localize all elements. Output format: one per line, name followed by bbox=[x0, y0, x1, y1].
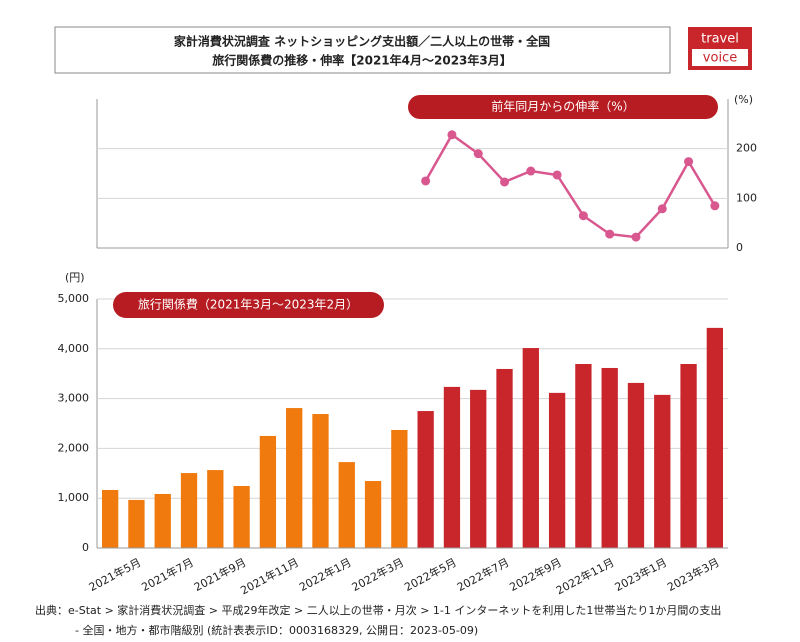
x-tick-label: 2022年11月 bbox=[553, 555, 616, 597]
point bbox=[631, 232, 641, 242]
y-tick-label: 0 bbox=[736, 241, 743, 254]
bar bbox=[470, 389, 487, 548]
source: 出典：e-Stat > 家計消費状況調査 > 平成29年改定 > 二人以上の世帯… bbox=[35, 603, 721, 617]
bar bbox=[706, 327, 724, 548]
point bbox=[578, 211, 588, 221]
x-tick-label: 2021年11月 bbox=[238, 555, 301, 597]
y-tick-label: 100 bbox=[736, 191, 757, 204]
point bbox=[526, 166, 536, 176]
x-tick-label: 2022年3月 bbox=[349, 555, 406, 594]
x-tick-label: 2022年7月 bbox=[454, 555, 511, 594]
bar bbox=[180, 473, 198, 548]
x-tick-label: 2021年7月 bbox=[139, 555, 196, 594]
y-tick-label: 200 bbox=[736, 142, 757, 155]
x-tick-label: 2023年1月 bbox=[612, 555, 669, 594]
source: - 全国・地方・都市階級別 (統計表表示ID：0003168329, 公開日：2… bbox=[75, 623, 478, 637]
y-tick-label: 5,000 bbox=[58, 292, 90, 305]
bar bbox=[443, 386, 461, 548]
y-tick-label: 1,000 bbox=[58, 491, 90, 504]
bar bbox=[417, 411, 434, 548]
bar bbox=[259, 435, 277, 548]
x-tick-label: 2023年3月 bbox=[665, 555, 722, 594]
point bbox=[447, 130, 457, 140]
bar bbox=[312, 414, 329, 548]
bar bbox=[128, 499, 145, 548]
bar bbox=[575, 363, 592, 548]
x-tick-label: 2021年5月 bbox=[86, 555, 143, 594]
bar bbox=[548, 392, 566, 548]
y-axis-unit: (%) bbox=[734, 93, 753, 106]
point bbox=[684, 157, 694, 167]
bar bbox=[154, 493, 171, 548]
point bbox=[657, 204, 667, 214]
logo-text: voice bbox=[703, 51, 737, 66]
title-line: 家計消費状況調査 ネットショッピング支出額／二人以上の世帯・全国 bbox=[174, 34, 550, 49]
y-tick-label: 2,000 bbox=[58, 441, 90, 454]
point bbox=[552, 170, 562, 180]
bar bbox=[207, 470, 224, 548]
bar bbox=[101, 489, 119, 548]
line bbox=[424, 132, 716, 239]
point bbox=[605, 229, 615, 239]
bar bbox=[654, 394, 671, 548]
point bbox=[473, 149, 483, 159]
chart-title: 旅行関係費（2021年3月～2023年2月） bbox=[138, 297, 358, 312]
bar bbox=[601, 367, 618, 548]
bar bbox=[364, 481, 382, 548]
point bbox=[421, 176, 431, 186]
y-tick-label: 4,000 bbox=[58, 342, 90, 355]
bar bbox=[522, 348, 539, 548]
bar bbox=[391, 429, 408, 548]
bar bbox=[496, 368, 513, 548]
point bbox=[710, 201, 720, 211]
bar bbox=[680, 363, 697, 548]
chart-title: 前年同月からの伸率（%） bbox=[491, 99, 634, 114]
title-line: 旅行関係費の推移・伸率【2021年4月～2023年3月】 bbox=[212, 53, 512, 68]
badge bbox=[408, 95, 718, 119]
point bbox=[500, 177, 510, 187]
y-axis-unit: (円) bbox=[65, 271, 85, 284]
bar bbox=[233, 485, 250, 548]
badge bbox=[113, 292, 384, 318]
y-tick-label: 0 bbox=[82, 541, 89, 554]
bar bbox=[286, 408, 303, 548]
x-tick-label: 2022年5月 bbox=[402, 555, 459, 594]
logo-text: travel bbox=[701, 32, 739, 47]
y-tick-label: 3,000 bbox=[58, 392, 90, 405]
x-tick-label: 2022年1月 bbox=[297, 555, 354, 594]
bar bbox=[338, 462, 355, 548]
logo-inner bbox=[692, 49, 748, 66]
title-box bbox=[54, 26, 671, 74]
bar bbox=[627, 382, 645, 548]
